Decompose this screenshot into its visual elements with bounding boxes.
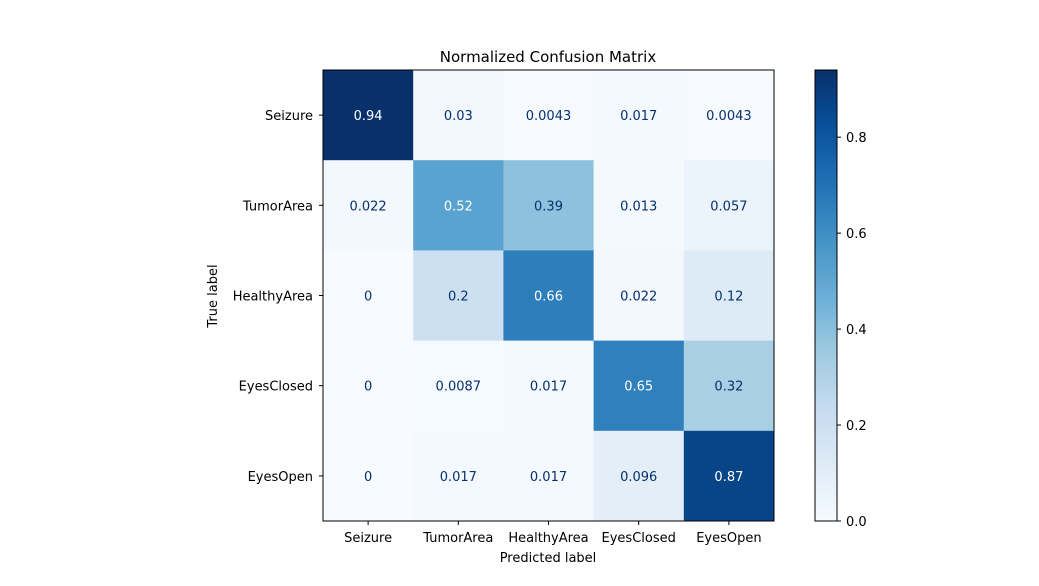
y-tick-label: EyesOpen — [248, 470, 313, 485]
x-tick-label: EyesOpen — [696, 531, 761, 546]
heatmap-cell — [593, 250, 685, 342]
x-tick-label: TumorArea — [422, 531, 493, 546]
cell-value-label: 0.022 — [620, 290, 657, 305]
heatmap-cell — [413, 250, 504, 342]
cell-value-label: 0.2 — [448, 290, 469, 305]
heatmap-cell-labels: 0.94 0.03 0.0043 0.017 0.0043 0.022 0.52 0.39 0.… — [349, 109, 751, 485]
heatmap-cell — [323, 160, 414, 251]
heatmap-cell — [503, 70, 595, 161]
heatmap-cell — [683, 250, 775, 342]
cell-value-label: 0.0087 — [436, 380, 482, 395]
heatmap-cell — [323, 250, 414, 342]
heatmap-cell — [503, 160, 595, 251]
cell-value-label: 0.017 — [620, 109, 657, 124]
cell-value-label: 0.39 — [534, 199, 563, 214]
cell-value-label: 0.017 — [440, 470, 477, 485]
colorbar-tick-label: 0.4 — [846, 323, 867, 338]
cell-value-label: 0.0043 — [706, 109, 752, 124]
cell-value-label: 0.52 — [444, 199, 473, 214]
cell-value-label: 0.0043 — [526, 109, 572, 124]
heatmap-cell — [323, 430, 414, 522]
cell-value-label: 0 — [364, 290, 372, 305]
heatmap-cell — [413, 160, 504, 251]
x-tick-label: EyesClosed — [602, 531, 676, 546]
heatmap-cell — [413, 70, 504, 161]
heatmap-cell — [683, 340, 775, 432]
cell-value-label: 0 — [364, 380, 372, 395]
heatmap-cell — [323, 340, 414, 432]
heatmap-cell — [413, 340, 504, 432]
colorbar-tick-label: 0.0 — [846, 515, 867, 530]
y-tick-label: Seizure — [265, 109, 313, 124]
y-axis-ticks: Seizure TumorArea HealthyArea EyesClosed Eye… — [233, 109, 323, 485]
x-axis-label: Predicted label — [500, 551, 597, 566]
x-tick-label: Seizure — [344, 531, 392, 546]
cell-value-label: 0.022 — [349, 199, 386, 214]
x-tick-label: HealthyArea — [508, 531, 588, 546]
heatmap-cell — [593, 160, 685, 251]
cell-value-label: 0.32 — [714, 380, 743, 395]
y-axis-label: True label — [206, 264, 221, 328]
heatmap-cell — [503, 250, 595, 342]
heatmap-cell — [413, 430, 504, 522]
colorbar-tick-label: 0.8 — [846, 131, 867, 146]
colorbar-tick-label: 0.2 — [846, 419, 867, 434]
heatmap-cell — [593, 70, 685, 161]
chart-title: Normalized Confusion Matrix — [440, 48, 657, 66]
x-axis-ticks: Seizure TumorArea HealthyArea EyesClosed Eye… — [344, 521, 762, 546]
heatmap-cell — [683, 70, 775, 161]
cell-value-label: 0.017 — [530, 470, 567, 485]
cell-value-label: 0.66 — [534, 290, 563, 305]
heatmap-cell — [503, 340, 595, 432]
colorbar-tick-label: 0.6 — [846, 227, 867, 242]
cell-value-label: 0.03 — [444, 109, 473, 124]
cell-value-label: 0.096 — [620, 470, 657, 485]
heatmap-cell — [323, 70, 414, 161]
cell-value-label: 0 — [364, 470, 372, 485]
heatmap-cell — [683, 430, 775, 522]
heatmap-cell — [683, 160, 775, 251]
colorbar — [814, 69, 838, 522]
cell-value-label: 0.87 — [714, 470, 743, 485]
cell-value-label: 0.057 — [710, 199, 747, 214]
heatmap-cell — [503, 430, 595, 522]
y-tick-label: HealthyArea — [233, 290, 313, 305]
heatmap-cell — [593, 430, 685, 522]
cell-value-label: 0.12 — [714, 290, 743, 305]
cell-value-label: 0.013 — [620, 199, 657, 214]
cell-value-label: 0.65 — [624, 380, 653, 395]
heatmap-cell — [593, 340, 685, 432]
y-tick-label: TumorArea — [242, 199, 313, 214]
heatmap-cells — [323, 70, 775, 522]
y-tick-label: EyesClosed — [239, 380, 313, 395]
cell-value-label: 0.017 — [530, 380, 567, 395]
colorbar-ticks: 0.0 0.2 0.4 0.6 0.8 — [837, 131, 867, 530]
cell-value-label: 0.94 — [354, 109, 383, 124]
